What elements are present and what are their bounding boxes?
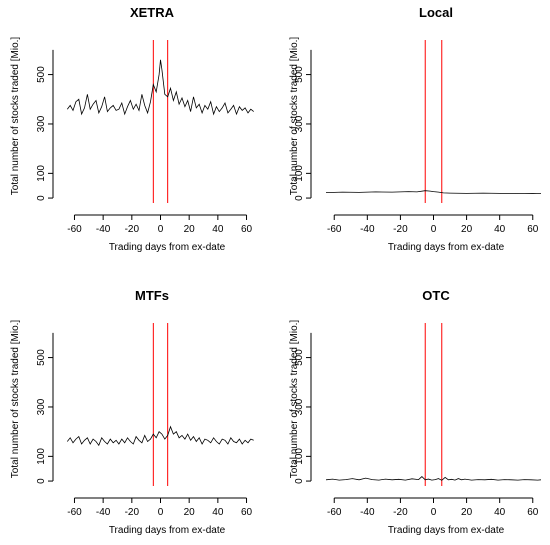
y-tick-label: 300 <box>294 398 305 415</box>
x-axis-label: Trading days from ex-date <box>388 525 505 536</box>
x-tick-label: 20 <box>184 224 196 235</box>
chart-title: MTFs <box>135 288 169 303</box>
y-tick-label: 500 <box>36 349 47 366</box>
x-axis-label: Trading days from ex-date <box>388 242 505 253</box>
chart-title: OTC <box>422 288 450 303</box>
y-axis-label: Total number of stocks traded [Mio.] <box>289 320 300 479</box>
chart-title: Local <box>419 5 453 20</box>
x-tick-label: -20 <box>125 224 140 235</box>
x-tick-label: 40 <box>494 224 506 235</box>
y-axis-label: Total number of stocks traded [Mio.] <box>289 37 300 196</box>
x-tick-label: 20 <box>184 507 196 518</box>
chart-panel-xetra: XETRA Trading days from ex-date Total nu… <box>10 5 254 253</box>
y-tick-label: 0 <box>36 195 47 201</box>
x-tick-label: 0 <box>431 224 437 235</box>
x-tick-label: 60 <box>241 224 253 235</box>
x-tick-label: -60 <box>327 507 342 518</box>
x-tick-label: 60 <box>527 224 539 235</box>
x-tick-label: -20 <box>125 507 140 518</box>
series-line <box>325 476 542 481</box>
x-tick-label: 20 <box>461 224 473 235</box>
x-tick-label: -40 <box>360 507 375 518</box>
x-tick-label: 0 <box>158 224 164 235</box>
x-tick-label: 60 <box>527 507 539 518</box>
chart-panel-local: Local Trading days from ex-date Total nu… <box>289 5 542 253</box>
x-tick-label: -60 <box>67 507 82 518</box>
chart-title: XETRA <box>130 5 175 20</box>
x-tick-label: -40 <box>360 224 375 235</box>
x-axis-label: Trading days from ex-date <box>109 242 226 253</box>
y-tick-label: 300 <box>36 398 47 415</box>
y-axis-label: Total number of stocks traded [Mio.] <box>10 37 21 196</box>
series-line <box>66 425 254 447</box>
x-tick-label: -40 <box>96 507 111 518</box>
x-tick-label: 40 <box>212 224 224 235</box>
series-line <box>66 59 254 116</box>
y-axis-label: Total number of stocks traded [Mio.] <box>10 320 21 479</box>
x-tick-label: -60 <box>327 224 342 235</box>
y-tick-label: 500 <box>294 66 305 83</box>
y-tick-label: 100 <box>36 448 47 465</box>
y-tick-label: 0 <box>294 195 305 201</box>
x-tick-label: 60 <box>241 507 253 518</box>
x-tick-label: 40 <box>494 507 506 518</box>
series-line <box>325 190 542 195</box>
x-tick-label: -60 <box>67 224 82 235</box>
x-tick-label: 20 <box>461 507 473 518</box>
x-axis-label: Trading days from ex-date <box>109 525 226 536</box>
y-tick-label: 300 <box>294 115 305 132</box>
chart-panel-otc: OTC Trading days from ex-date Total numb… <box>289 288 542 536</box>
chart-panel-mtfs: MTFs Trading days from ex-date Total num… <box>10 288 254 536</box>
y-tick-label: 100 <box>294 165 305 182</box>
y-tick-label: 500 <box>294 349 305 366</box>
y-tick-label: 0 <box>294 478 305 484</box>
x-tick-label: 0 <box>158 507 164 518</box>
x-tick-label: -20 <box>393 224 408 235</box>
y-tick-label: 500 <box>36 66 47 83</box>
y-tick-label: 300 <box>36 115 47 132</box>
x-tick-label: 0 <box>431 507 437 518</box>
x-tick-label: -40 <box>96 224 111 235</box>
y-tick-label: 0 <box>36 478 47 484</box>
y-tick-label: 100 <box>294 448 305 465</box>
x-tick-label: 40 <box>212 507 224 518</box>
y-tick-label: 100 <box>36 165 47 182</box>
x-tick-label: -20 <box>393 507 408 518</box>
